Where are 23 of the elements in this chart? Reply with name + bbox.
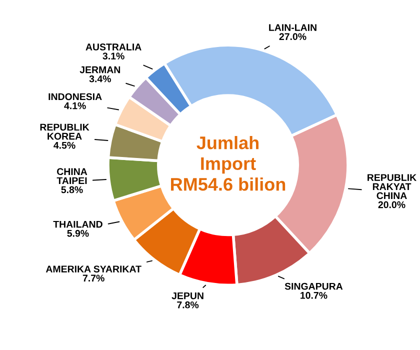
slice-label: INDONESIA <box>48 93 102 100</box>
data-label: 5.8% <box>61 186 83 194</box>
slice-label: SINGAPURA <box>284 282 343 290</box>
slice-label: JEPUN <box>172 292 204 300</box>
slice-label: AMERIKA SYARIKAT <box>46 266 142 272</box>
data-label: 3.1% <box>102 52 124 60</box>
slice-label: REPUBLIK KOREA <box>40 124 90 140</box>
data-label: 4.1% <box>64 102 86 110</box>
slice-label: JERMAN <box>80 66 120 74</box>
data-label: 4.5% <box>54 142 76 149</box>
data-label: 27.0% <box>279 33 306 40</box>
data-label: 5.9% <box>67 230 89 237</box>
data-label: 20.0% <box>378 201 406 208</box>
slice-label: THAILAND <box>53 220 102 228</box>
text: Jumlah Import RM54.6 bilion <box>171 136 286 191</box>
data-label: 7.7% <box>82 274 104 282</box>
slice-label: REPUBLIK RAKYAT CHINA <box>368 174 417 200</box>
data-label: 3.4% <box>89 75 111 82</box>
data-label: 10.7% <box>300 292 328 299</box>
slice-label: LAIN-LAIN <box>269 24 316 31</box>
slice-label: CHINA TAIPEI <box>56 168 88 184</box>
data-label: 7.8% <box>177 301 199 308</box>
slice-label: AUSTRALIA <box>86 44 142 50</box>
